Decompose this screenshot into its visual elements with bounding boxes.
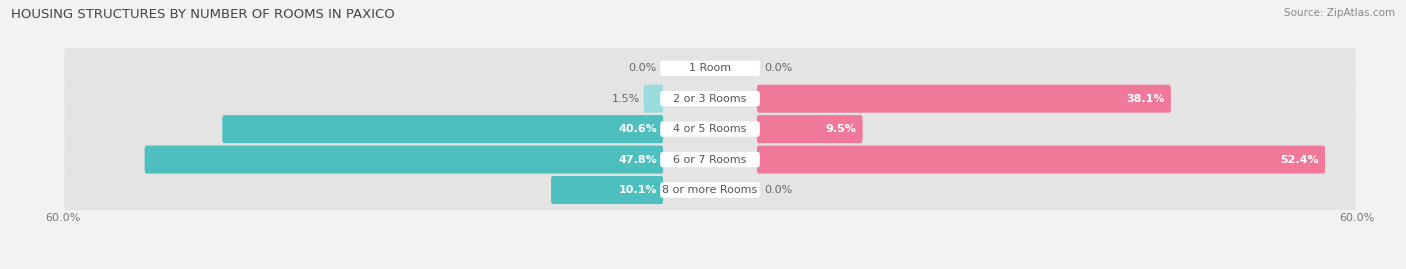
- Text: 4 or 5 Rooms: 4 or 5 Rooms: [673, 124, 747, 134]
- Text: 0.0%: 0.0%: [763, 63, 792, 73]
- Text: HOUSING STRUCTURES BY NUMBER OF ROOMS IN PAXICO: HOUSING STRUCTURES BY NUMBER OF ROOMS IN…: [11, 8, 395, 21]
- Text: 52.4%: 52.4%: [1281, 155, 1319, 165]
- FancyBboxPatch shape: [65, 134, 1355, 185]
- FancyBboxPatch shape: [145, 146, 664, 174]
- FancyBboxPatch shape: [65, 73, 1355, 124]
- FancyBboxPatch shape: [661, 91, 759, 106]
- Text: 2 or 3 Rooms: 2 or 3 Rooms: [673, 94, 747, 104]
- Text: 1.5%: 1.5%: [612, 94, 640, 104]
- FancyBboxPatch shape: [644, 85, 664, 113]
- FancyBboxPatch shape: [661, 152, 759, 167]
- FancyBboxPatch shape: [65, 165, 1355, 215]
- FancyBboxPatch shape: [756, 115, 862, 143]
- FancyBboxPatch shape: [661, 122, 759, 137]
- Text: 38.1%: 38.1%: [1126, 94, 1166, 104]
- Text: 6 or 7 Rooms: 6 or 7 Rooms: [673, 155, 747, 165]
- FancyBboxPatch shape: [661, 182, 759, 198]
- FancyBboxPatch shape: [756, 146, 1324, 174]
- FancyBboxPatch shape: [661, 61, 759, 76]
- Text: 0.0%: 0.0%: [628, 63, 657, 73]
- Text: 9.5%: 9.5%: [825, 124, 856, 134]
- Text: 0.0%: 0.0%: [763, 185, 792, 195]
- FancyBboxPatch shape: [222, 115, 664, 143]
- Text: 47.8%: 47.8%: [619, 155, 657, 165]
- Text: 1 Room: 1 Room: [689, 63, 731, 73]
- FancyBboxPatch shape: [65, 104, 1355, 154]
- FancyBboxPatch shape: [65, 43, 1355, 94]
- Text: 10.1%: 10.1%: [619, 185, 657, 195]
- FancyBboxPatch shape: [551, 176, 664, 204]
- Text: 8 or more Rooms: 8 or more Rooms: [662, 185, 758, 195]
- Legend: Owner-occupied, Renter-occupied: Owner-occupied, Renter-occupied: [586, 266, 834, 269]
- FancyBboxPatch shape: [756, 85, 1171, 113]
- Text: 40.6%: 40.6%: [619, 124, 657, 134]
- Text: Source: ZipAtlas.com: Source: ZipAtlas.com: [1284, 8, 1395, 18]
